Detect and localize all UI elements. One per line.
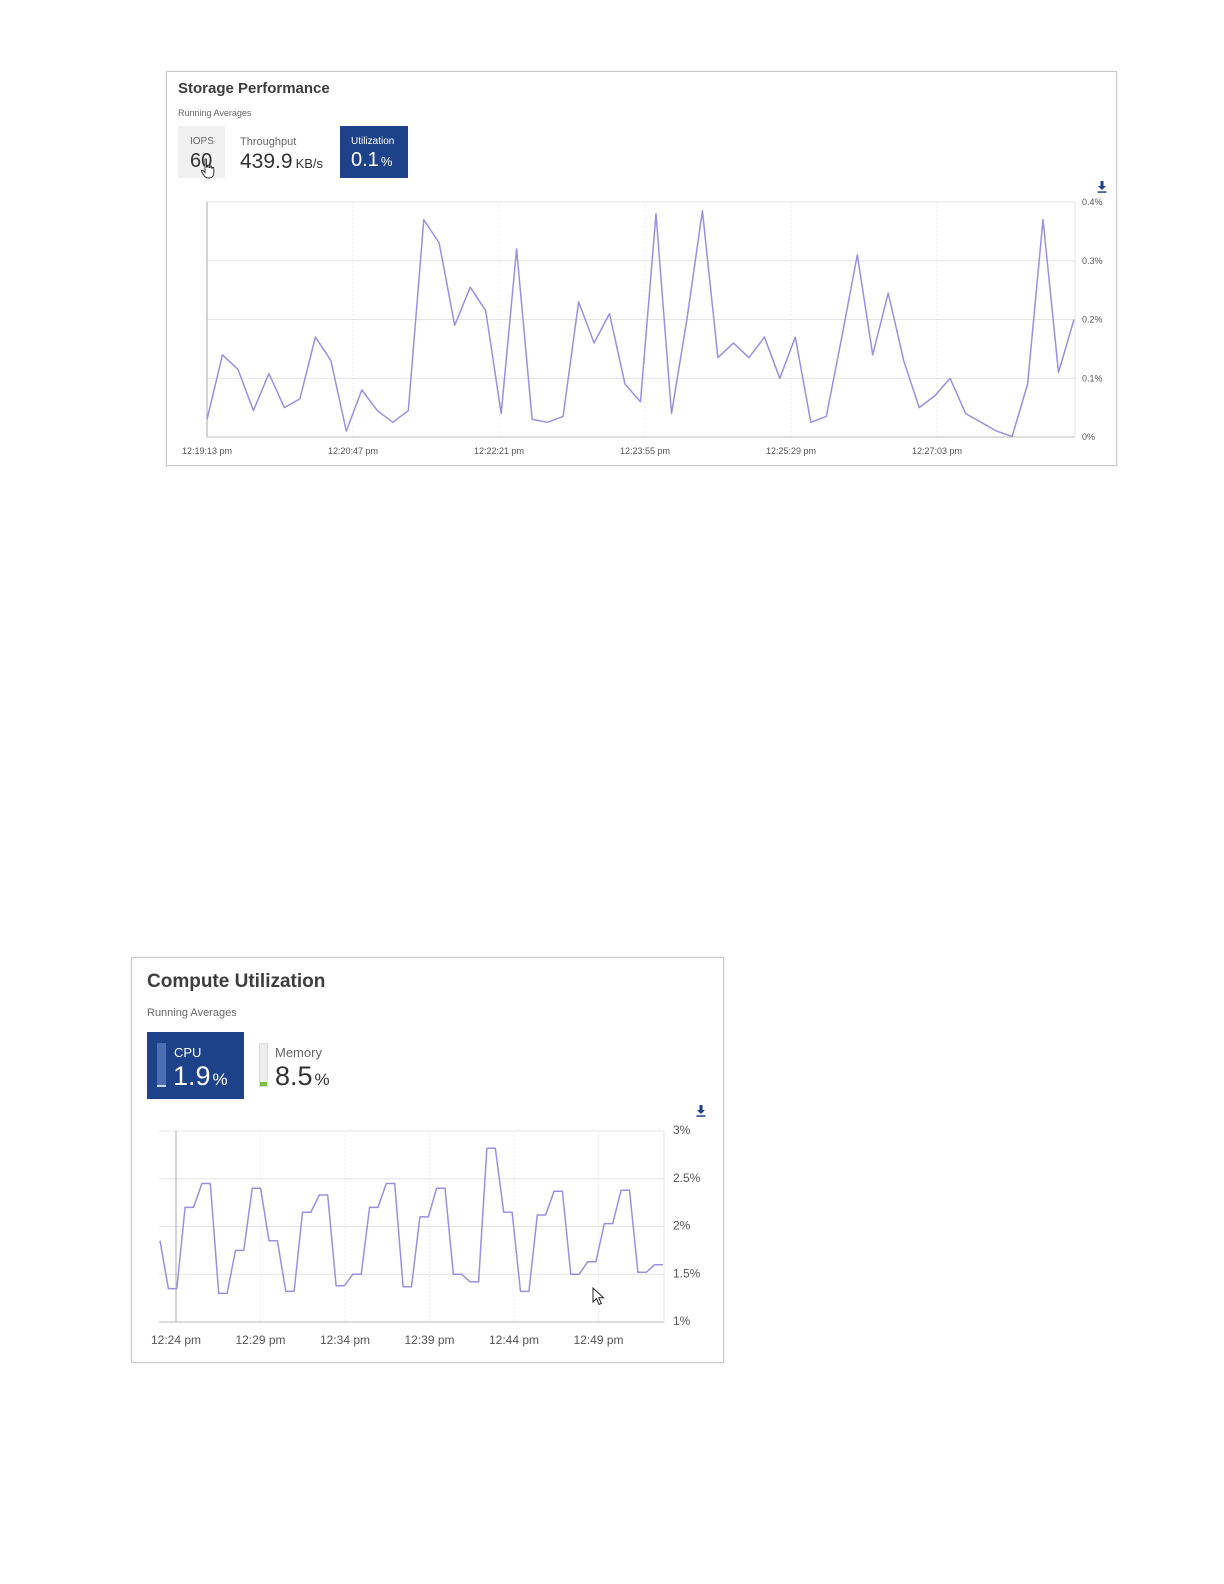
tile-value-line: 0.1%	[351, 149, 392, 172]
y-tick-label: 2.5%	[673, 1171, 701, 1185]
x-tick-label: 12:27:03 pm	[912, 446, 962, 456]
download-icon[interactable]	[696, 1105, 706, 1117]
memory-level-bar	[259, 1043, 268, 1087]
x-tick-label: 12:20:47 pm	[328, 446, 378, 456]
tile-unit: KB/s	[295, 156, 324, 171]
tile-label: Memory	[275, 1045, 322, 1060]
tile-value: 8.5	[275, 1061, 313, 1091]
panel-subtitle: Running Averages	[147, 1007, 237, 1019]
series-line	[159, 1147, 663, 1295]
download-icon[interactable]	[1097, 181, 1107, 193]
panel-title: Compute Utilization	[147, 971, 326, 992]
y-tick-label: 0.3%	[1082, 256, 1103, 266]
memory-level-fill	[260, 1082, 267, 1086]
series-line	[206, 210, 1075, 438]
arrow-pointer-icon	[592, 1287, 605, 1306]
tile-label: Throughput	[240, 136, 297, 148]
tile-iops[interactable]: IOPS 60	[178, 126, 225, 178]
tile-cpu[interactable]: CPU 1.9%	[147, 1032, 244, 1099]
tile-value-line: 8.5%	[275, 1061, 330, 1092]
tile-memory[interactable]: Memory 8.5%	[250, 1032, 342, 1099]
x-tick-label: 12:49 pm	[573, 1333, 623, 1347]
tile-value-line: 439.9 KB/s	[240, 150, 323, 174]
x-tick-label: 12:25:29 pm	[766, 446, 816, 456]
x-tick-label: 12:29 pm	[235, 1333, 285, 1347]
x-tick-label: 12:19:13 pm	[182, 446, 232, 456]
tile-unit: %	[380, 154, 393, 169]
tile-utilization[interactable]: Utilization 0.1%	[340, 126, 408, 178]
y-tick-label: 2%	[673, 1219, 691, 1233]
tile-value: 0.1	[351, 149, 379, 171]
x-tick-label: 12:24 pm	[151, 1333, 201, 1347]
tile-value: 1.9	[173, 1061, 211, 1091]
x-tick-label: 12:39 pm	[404, 1333, 454, 1347]
y-tick-label: 0%	[1082, 432, 1095, 442]
cpu-level-fill	[157, 1085, 166, 1087]
storage-performance-panel: Storage Performance Running Averages IOP…	[166, 71, 1117, 466]
tile-label: CPU	[174, 1045, 202, 1060]
y-tick-label: 3%	[673, 1123, 691, 1137]
tile-value-line: 1.9%	[173, 1061, 228, 1092]
tile-value: 439.9	[240, 150, 293, 173]
y-tick-label: 1.5%	[673, 1266, 701, 1280]
tile-label: IOPS	[190, 136, 214, 147]
x-tick-label: 12:44 pm	[489, 1333, 539, 1347]
tile-label: Utilization	[351, 136, 395, 147]
tile-throughput[interactable]: Throughput 439.9 KB/s	[233, 126, 333, 178]
compute-chart: 1% 1.5% 2% 2.5% 3% 12:24 pm 12:29 pm 12:34 pm 12…	[151, 1123, 701, 1347]
y-tick-label: 1%	[673, 1314, 691, 1328]
tile-unit: %	[314, 1070, 330, 1089]
storage-chart: 0% 0.1% 0.2% 0.3% 0.4% 12:19:13 pm 12:20:47 pm…	[182, 197, 1103, 456]
panel-subtitle: Running Averages	[178, 108, 252, 118]
x-tick-label: 12:34 pm	[320, 1333, 370, 1347]
y-tick-label: 0.2%	[1082, 315, 1103, 325]
panel-title: Storage Performance	[178, 80, 330, 97]
x-tick-label: 12:23:55 pm	[620, 446, 670, 456]
cpu-level-bar	[157, 1043, 166, 1087]
tile-unit: %	[212, 1070, 228, 1089]
x-tick-label: 12:22:21 pm	[474, 446, 524, 456]
hand-pointer-icon	[200, 158, 215, 179]
y-tick-label: 0.4%	[1082, 197, 1103, 207]
y-tick-label: 0.1%	[1082, 373, 1103, 383]
compute-utilization-panel: Compute Utilization Running Averages CPU…	[131, 957, 724, 1363]
